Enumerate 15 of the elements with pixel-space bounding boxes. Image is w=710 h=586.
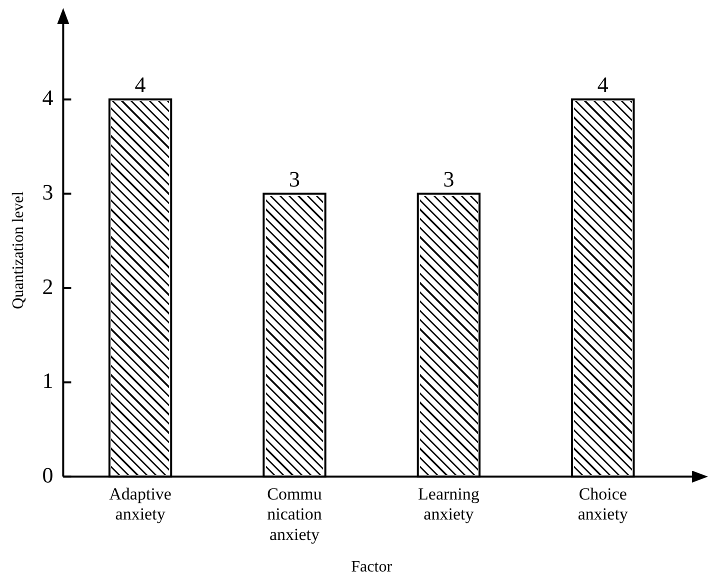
x-tick-label: Choice anxiety [578, 484, 628, 524]
x-tick-label: Learning anxiety [418, 484, 480, 524]
x-tick-label: Commu nication anxiety [267, 484, 322, 544]
y-tick-label: 3 [42, 180, 54, 205]
data-label: 4 [597, 72, 608, 98]
y-axis-title: Quantization level [10, 190, 27, 310]
x-tick-label: Adaptive anxiety [109, 484, 172, 524]
y-tick-label: 2 [42, 274, 54, 299]
x-axis-title: Factor [351, 558, 393, 576]
data-label: 4 [134, 72, 146, 98]
y-tick-label: 0 [42, 462, 54, 488]
data-label: 3 [289, 166, 300, 192]
data-label: 3 [443, 166, 454, 192]
y-tick-label: 1 [42, 368, 54, 394]
y-tick-label: 4 [42, 85, 54, 110]
